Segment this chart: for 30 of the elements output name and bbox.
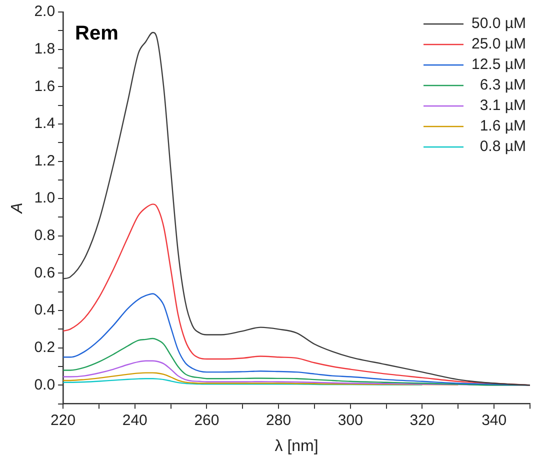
y-tick-label: 0.2: [34, 338, 56, 356]
x-tick-label: 300: [338, 412, 363, 429]
legend-label: 6.3 µM: [480, 76, 526, 94]
legend-label: 1.6 µM: [480, 118, 526, 135]
legend-label: 50.0 µM: [472, 15, 526, 32]
y-tick-label: 0.0: [34, 376, 56, 394]
y-axis-title: A: [9, 202, 26, 214]
line-series: [63, 372, 459, 386]
x-tick-label: 340: [482, 412, 507, 429]
y-tick-label: 2.0: [34, 3, 56, 20]
legend-label: 3.1 µM: [480, 97, 526, 114]
y-tick-label: 1.4: [34, 115, 56, 132]
legend-label: 0.8 µM: [480, 138, 526, 156]
x-tick-label: 280: [266, 412, 292, 429]
annotation: Rem: [75, 22, 118, 45]
x-axis-title: λ [nm]: [274, 438, 318, 455]
x-tick-label: 320: [410, 412, 435, 429]
y-tick-label: 1.0: [34, 190, 56, 207]
legend-label: 12.5 µM: [472, 56, 526, 74]
y-tick-label: 0.8: [34, 227, 56, 244]
line-series: [63, 378, 423, 386]
y-tick-label: 0.4: [34, 302, 56, 319]
y-tick-label: 1.8: [34, 40, 56, 58]
legend-label: 25.0 µM: [472, 36, 526, 53]
x-tick-label: 240: [122, 412, 148, 429]
y-tick-label: 0.6: [34, 264, 56, 282]
y-tick-label: 1.2: [34, 152, 56, 170]
x-tick-label: 220: [50, 412, 76, 429]
y-tick-label: 1.6: [34, 78, 56, 95]
x-tick-label: 260: [194, 412, 220, 429]
